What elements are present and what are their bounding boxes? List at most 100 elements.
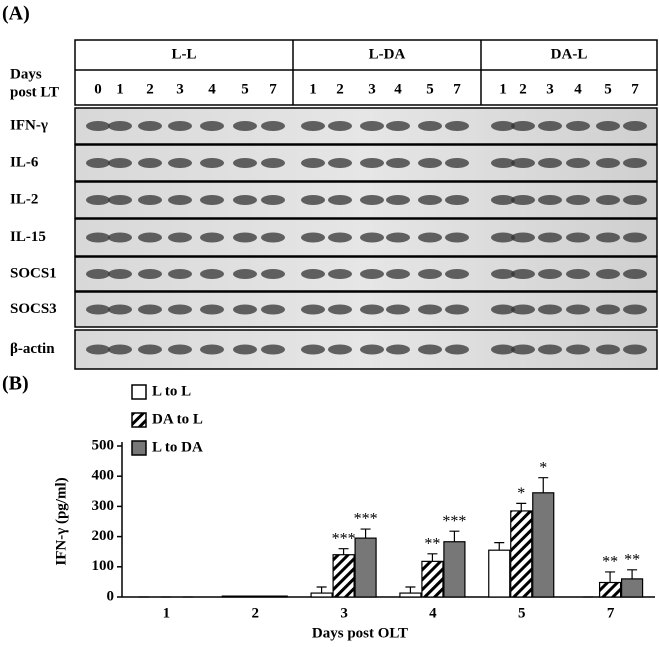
- gel-band: [623, 158, 647, 168]
- bar: [620, 578, 644, 598]
- error-bar: [405, 586, 416, 594]
- gel-band: [328, 269, 352, 279]
- gel-band: [138, 195, 162, 205]
- gel-band: [386, 195, 410, 205]
- legend-label: L to L: [152, 383, 191, 399]
- lane-label: 0: [94, 81, 102, 97]
- gel-band: [138, 269, 162, 279]
- gel-band: [566, 344, 590, 355]
- gel-band: [168, 195, 192, 205]
- gel-band: [360, 344, 384, 355]
- gel-band: [386, 158, 410, 168]
- bar: [443, 541, 466, 598]
- y-tick-label: 300: [92, 498, 115, 514]
- gel-band: [261, 195, 285, 205]
- gel-band: [301, 195, 325, 205]
- gene-label: SOCS1: [10, 265, 57, 281]
- gel-band: [566, 158, 590, 168]
- bar: [510, 510, 533, 598]
- gel-band: [168, 344, 192, 355]
- gel-band: [261, 121, 285, 131]
- lane-label: 7: [453, 81, 461, 97]
- gel-band: [538, 121, 562, 131]
- gel-band: [511, 269, 535, 279]
- gel-band: [86, 158, 110, 168]
- gel-band: [138, 158, 162, 168]
- days-label: Days: [10, 66, 42, 82]
- gel-band: [108, 232, 132, 243]
- lane-label: 7: [269, 81, 277, 97]
- lane-label: 3: [368, 81, 376, 97]
- gel-band: [386, 344, 410, 355]
- gel-band: [108, 269, 132, 279]
- x-tick-label: 5: [518, 605, 526, 621]
- legend-label: DA to L: [152, 411, 203, 427]
- error-bar: [605, 571, 616, 583]
- significance: *: [539, 459, 547, 476]
- gel-band: [360, 232, 384, 243]
- gel-band: [261, 158, 285, 168]
- gel-band: [328, 158, 352, 168]
- gel-band: [511, 304, 535, 315]
- gel-band: [491, 195, 515, 205]
- gel-band: [200, 121, 224, 131]
- gene-label: IFN-γ: [10, 117, 48, 133]
- x-tick-label: 3: [340, 605, 348, 621]
- lane-label: 5: [426, 81, 434, 97]
- gel-band: [86, 232, 110, 243]
- gel-band: [233, 121, 257, 131]
- bar: [421, 560, 444, 598]
- error-bar: [360, 528, 371, 539]
- gel-header: [74, 39, 658, 106]
- gel-band: [386, 121, 410, 131]
- gel-band: [301, 269, 325, 279]
- gel-band: [108, 121, 132, 131]
- lane-label: 3: [546, 81, 554, 97]
- gel-band: [86, 269, 110, 279]
- error-bar: [427, 553, 438, 562]
- gel-band: [360, 304, 384, 315]
- gene-label: IL-15: [10, 229, 46, 245]
- gel-band: [566, 121, 590, 131]
- gel-band: [511, 344, 535, 355]
- group-label: L-DA: [369, 46, 406, 62]
- gel-band: [261, 232, 285, 243]
- gel-band: [491, 269, 515, 279]
- gel-band: [233, 232, 257, 243]
- significance: ***: [354, 511, 378, 528]
- gel-band: [418, 195, 442, 205]
- gel-band: [491, 158, 515, 168]
- gel-band: [596, 232, 620, 243]
- gel-band: [511, 195, 535, 205]
- gel-band: [108, 344, 132, 355]
- gel-band: [301, 158, 325, 168]
- bar: [598, 581, 622, 598]
- gel-band: [328, 304, 352, 315]
- gel-band: [168, 232, 192, 243]
- gel-band: [301, 304, 325, 315]
- gel-band: [261, 304, 285, 315]
- gel-band: [418, 158, 442, 168]
- gel-band: [301, 121, 325, 131]
- error-bar: [516, 502, 527, 511]
- lane-label: 3: [176, 81, 184, 97]
- gel-band: [86, 121, 110, 131]
- y-tick-label: 200: [92, 528, 115, 544]
- gel-band: [538, 269, 562, 279]
- gel-band: [418, 121, 442, 131]
- bar-chart: 0 100 200 300 400 500 IFN-γ (pg/ml) Days post O…: [53, 383, 655, 641]
- panel-label: (A): [2, 3, 30, 25]
- lane-label: 5: [604, 81, 612, 97]
- gel-band: [233, 304, 257, 315]
- significance: **: [424, 535, 440, 552]
- gel-band: [360, 195, 384, 205]
- bar: [332, 554, 355, 598]
- gel-band: [328, 232, 352, 243]
- gel-band: [566, 195, 590, 205]
- legend-swatch: [131, 384, 147, 400]
- gel-band: [108, 195, 132, 205]
- gel-band: [445, 121, 469, 131]
- gel-band: [538, 304, 562, 315]
- gel-band: [108, 158, 132, 168]
